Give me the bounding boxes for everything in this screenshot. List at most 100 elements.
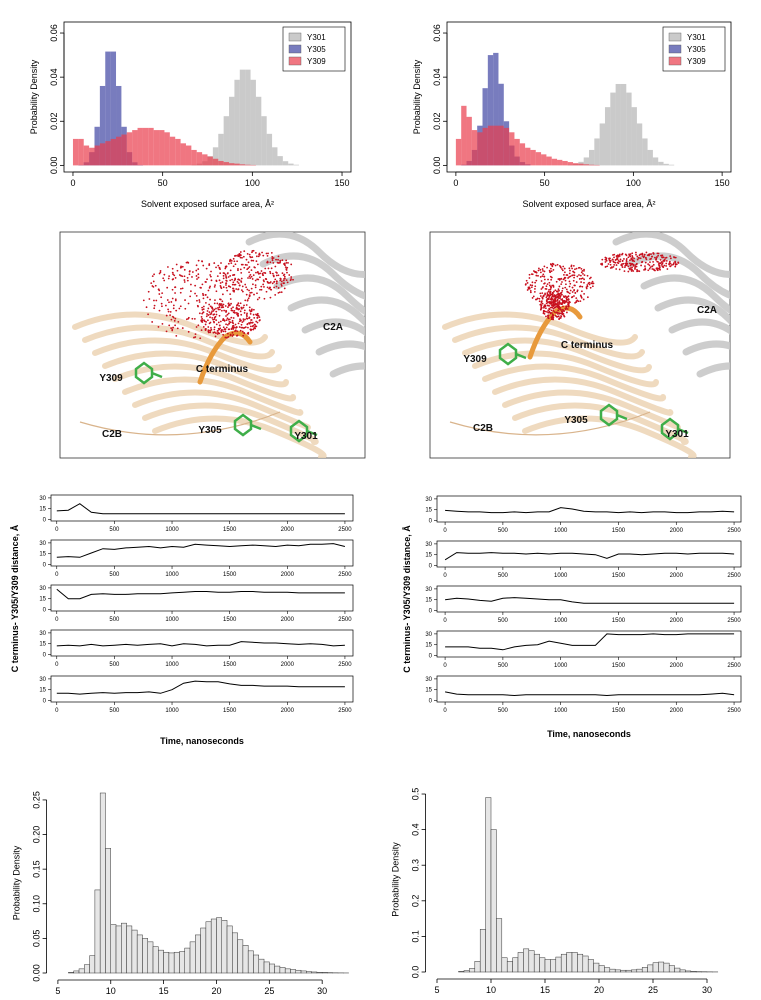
position-dot	[629, 253, 632, 256]
y-tick-label: 0	[429, 699, 433, 705]
position-dot	[248, 306, 251, 309]
position-dot	[538, 297, 541, 300]
position-dot	[552, 286, 555, 288]
position-dot	[617, 260, 620, 262]
x-tick-label: 500	[109, 662, 120, 668]
legend-label: Y309	[687, 57, 706, 66]
y-tick-label: 0.05	[32, 930, 42, 948]
position-dot	[249, 256, 252, 259]
position-dot	[250, 287, 253, 290]
position-dot	[614, 261, 617, 264]
position-dot	[269, 270, 271, 273]
position-dot	[271, 282, 274, 285]
position-dot	[660, 261, 663, 263]
c2b-outline	[79, 411, 281, 436]
position-dot	[631, 254, 634, 257]
position-dot	[560, 291, 563, 294]
position-dot	[537, 267, 540, 270]
position-dot	[563, 276, 566, 279]
position-dot	[601, 263, 604, 266]
position-dot	[277, 255, 280, 258]
position-dot	[214, 315, 217, 318]
position-dot	[167, 310, 170, 313]
y-tick-label: 0.3	[411, 859, 421, 872]
bar	[148, 127, 154, 166]
position-dot	[280, 280, 283, 283]
c2a-ribbon	[612, 232, 730, 278]
bar	[83, 145, 90, 166]
position-dot	[275, 282, 278, 285]
position-dot	[658, 264, 660, 267]
position-dot	[267, 252, 269, 255]
position-dot	[636, 255, 639, 258]
position-dot	[539, 276, 542, 278]
position-dot	[630, 257, 633, 260]
position-dot	[209, 331, 212, 334]
position-dot	[174, 286, 177, 289]
x-tick-label: 2500	[727, 708, 741, 714]
x-tick-label: 25	[648, 985, 658, 995]
bar	[274, 965, 281, 974]
position-dot	[265, 252, 268, 255]
x-tick-label: 2000	[670, 528, 684, 534]
position-dot	[204, 328, 207, 331]
position-dot	[625, 259, 628, 262]
bar	[626, 92, 632, 166]
position-dot	[240, 277, 243, 280]
position-dot	[175, 334, 178, 337]
x-tick-label: 30	[702, 985, 712, 995]
position-dot	[163, 279, 166, 282]
position-dot	[255, 320, 258, 323]
position-dot	[561, 302, 564, 305]
position-dot	[579, 274, 582, 277]
x-axis-label: Solvent exposed surface area, Å²	[141, 199, 274, 209]
position-dot	[225, 277, 228, 279]
position-dot	[276, 261, 279, 264]
bar	[142, 127, 149, 166]
position-dot	[246, 252, 249, 255]
x-tick-label: 150	[715, 178, 730, 188]
position-dot	[647, 269, 650, 272]
position-dot	[209, 321, 212, 324]
position-dot	[646, 254, 649, 257]
position-dot	[615, 264, 618, 266]
position-dot	[661, 256, 663, 259]
position-dot	[229, 259, 231, 262]
position-dot	[239, 302, 242, 305]
y-tick-label: 0.25	[32, 791, 42, 809]
position-dot	[556, 290, 559, 293]
position-dot	[195, 275, 198, 277]
position-dot	[200, 329, 203, 332]
bar	[577, 953, 584, 973]
bar	[242, 945, 249, 974]
position-dot	[548, 269, 551, 272]
position-dot	[205, 267, 208, 270]
position-dot	[185, 318, 188, 321]
position-dot	[657, 263, 660, 266]
position-dot	[207, 289, 210, 292]
x-tick-label: 1000	[165, 617, 179, 623]
bar	[237, 939, 244, 974]
position-dot	[269, 286, 272, 289]
position-dot	[148, 298, 151, 300]
x-tick-label: 0	[55, 572, 59, 578]
position-dot	[553, 311, 556, 313]
trace	[56, 503, 345, 515]
position-dot	[674, 265, 677, 268]
trace	[445, 691, 735, 697]
position-dot	[550, 270, 553, 273]
x-tick-label: 1500	[612, 663, 626, 669]
x-axis-label: Time, nanoseconds	[160, 736, 244, 746]
position-dot	[550, 298, 552, 301]
position-dot	[648, 253, 651, 256]
position-dot	[206, 313, 208, 315]
position-dot	[271, 272, 274, 275]
position-dot	[221, 281, 224, 283]
position-dot	[231, 319, 234, 322]
position-dot	[229, 275, 232, 277]
position-dot	[202, 305, 205, 308]
position-dot	[197, 273, 200, 276]
position-dot	[184, 299, 186, 301]
position-dot	[566, 274, 569, 276]
position-dot	[206, 278, 208, 281]
